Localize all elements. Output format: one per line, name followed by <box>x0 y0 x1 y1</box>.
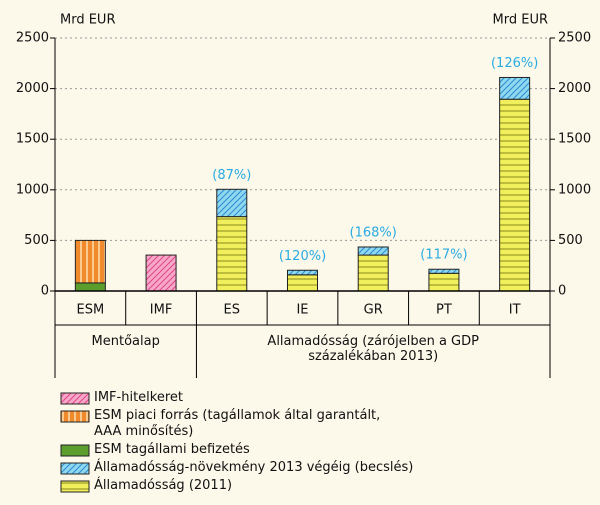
legend-label: IMF-hitelkeret <box>94 390 183 405</box>
y-axis-label: Mrd EUR <box>60 13 115 28</box>
bar-segment <box>499 76 531 100</box>
y2-tick-label: 0 <box>558 284 566 299</box>
annotation: (87%) <box>212 168 251 183</box>
group-label-box: Államadósság (zárójelben a GDP százaléká… <box>267 334 479 364</box>
y-tick-label: 0 <box>41 284 49 299</box>
annotation: (168%) <box>350 225 397 240</box>
y-tick-label: 500 <box>24 233 49 248</box>
chart: Mrd EUR Mrd EUR 0 500 1000 1500 2000 2500 0 500… <box>16 13 591 378</box>
y2-tick-label: 2500 <box>558 31 591 46</box>
legend-item: ESM tagállami befizetés <box>60 442 413 458</box>
bar-segment <box>287 269 318 276</box>
legend-item: ESM piaci forrás (tagállamok által garan… <box>60 408 413 440</box>
group-label: Mentőalap <box>91 334 160 349</box>
annotation: (120%) <box>279 249 326 264</box>
x-tick-label: PT <box>436 303 452 318</box>
y2-axis-label: Mrd EUR <box>493 13 548 28</box>
legend-item: Államadósság (2011) <box>60 478 413 494</box>
legend-item: IMF-hitelkeret <box>60 390 413 406</box>
annotation: (126%) <box>491 56 538 71</box>
bar-segment <box>74 282 106 292</box>
bar-segment <box>216 216 248 292</box>
legend-swatch <box>60 462 90 475</box>
bar-segment <box>74 239 106 284</box>
x-tick-label: IE <box>296 303 308 318</box>
legend-item: Államadósság-növekmény 2013 végéig (becs… <box>60 460 413 476</box>
bar-segment <box>428 272 460 292</box>
legend-swatch <box>60 444 90 457</box>
legend-swatch <box>60 480 90 493</box>
y-tick-label: 1000 <box>16 182 49 197</box>
y-tick-label: 2500 <box>16 31 49 46</box>
y-tick-label: 1500 <box>16 132 49 147</box>
bar-segment <box>428 268 460 274</box>
legend-label: Államadósság (2011) <box>94 478 233 493</box>
bar-segment <box>357 254 389 292</box>
y2-tick-label: 2000 <box>558 81 591 96</box>
annotation: (117%) <box>420 248 467 263</box>
bar-segment <box>499 98 531 292</box>
bar-segment <box>287 274 318 292</box>
legend-swatch <box>60 410 90 423</box>
x-tick-label: IT <box>509 303 521 318</box>
bar-segment <box>145 254 177 292</box>
legend: IMF-hitelkeret ESM piaci forrás (tagállam… <box>60 390 413 496</box>
y2-tick-label: 500 <box>558 233 583 248</box>
legend-label: Államadósság-növekmény 2013 végéig (becs… <box>94 460 414 475</box>
legend-label: ESM piaci forrás (tagállamok által garan… <box>94 408 381 439</box>
y2-tick-label: 1000 <box>558 182 591 197</box>
x-tick-label: GR <box>364 303 383 318</box>
legend-swatch <box>60 392 90 405</box>
y-tick-label: 2000 <box>16 81 49 96</box>
bar-segment <box>216 188 248 218</box>
x-tick-label: ES <box>224 303 240 318</box>
y2-tick-label: 1500 <box>558 132 591 147</box>
legend-label: ESM tagállami befizetés <box>94 442 250 457</box>
bar-segment <box>357 246 389 256</box>
group-label: Államadósság (zárójelben a GDP százaléká… <box>267 334 479 364</box>
x-tick-label: IMF <box>150 303 173 318</box>
group-label-box: Mentőalap <box>91 334 160 349</box>
x-tick-label: ESM <box>77 303 105 318</box>
